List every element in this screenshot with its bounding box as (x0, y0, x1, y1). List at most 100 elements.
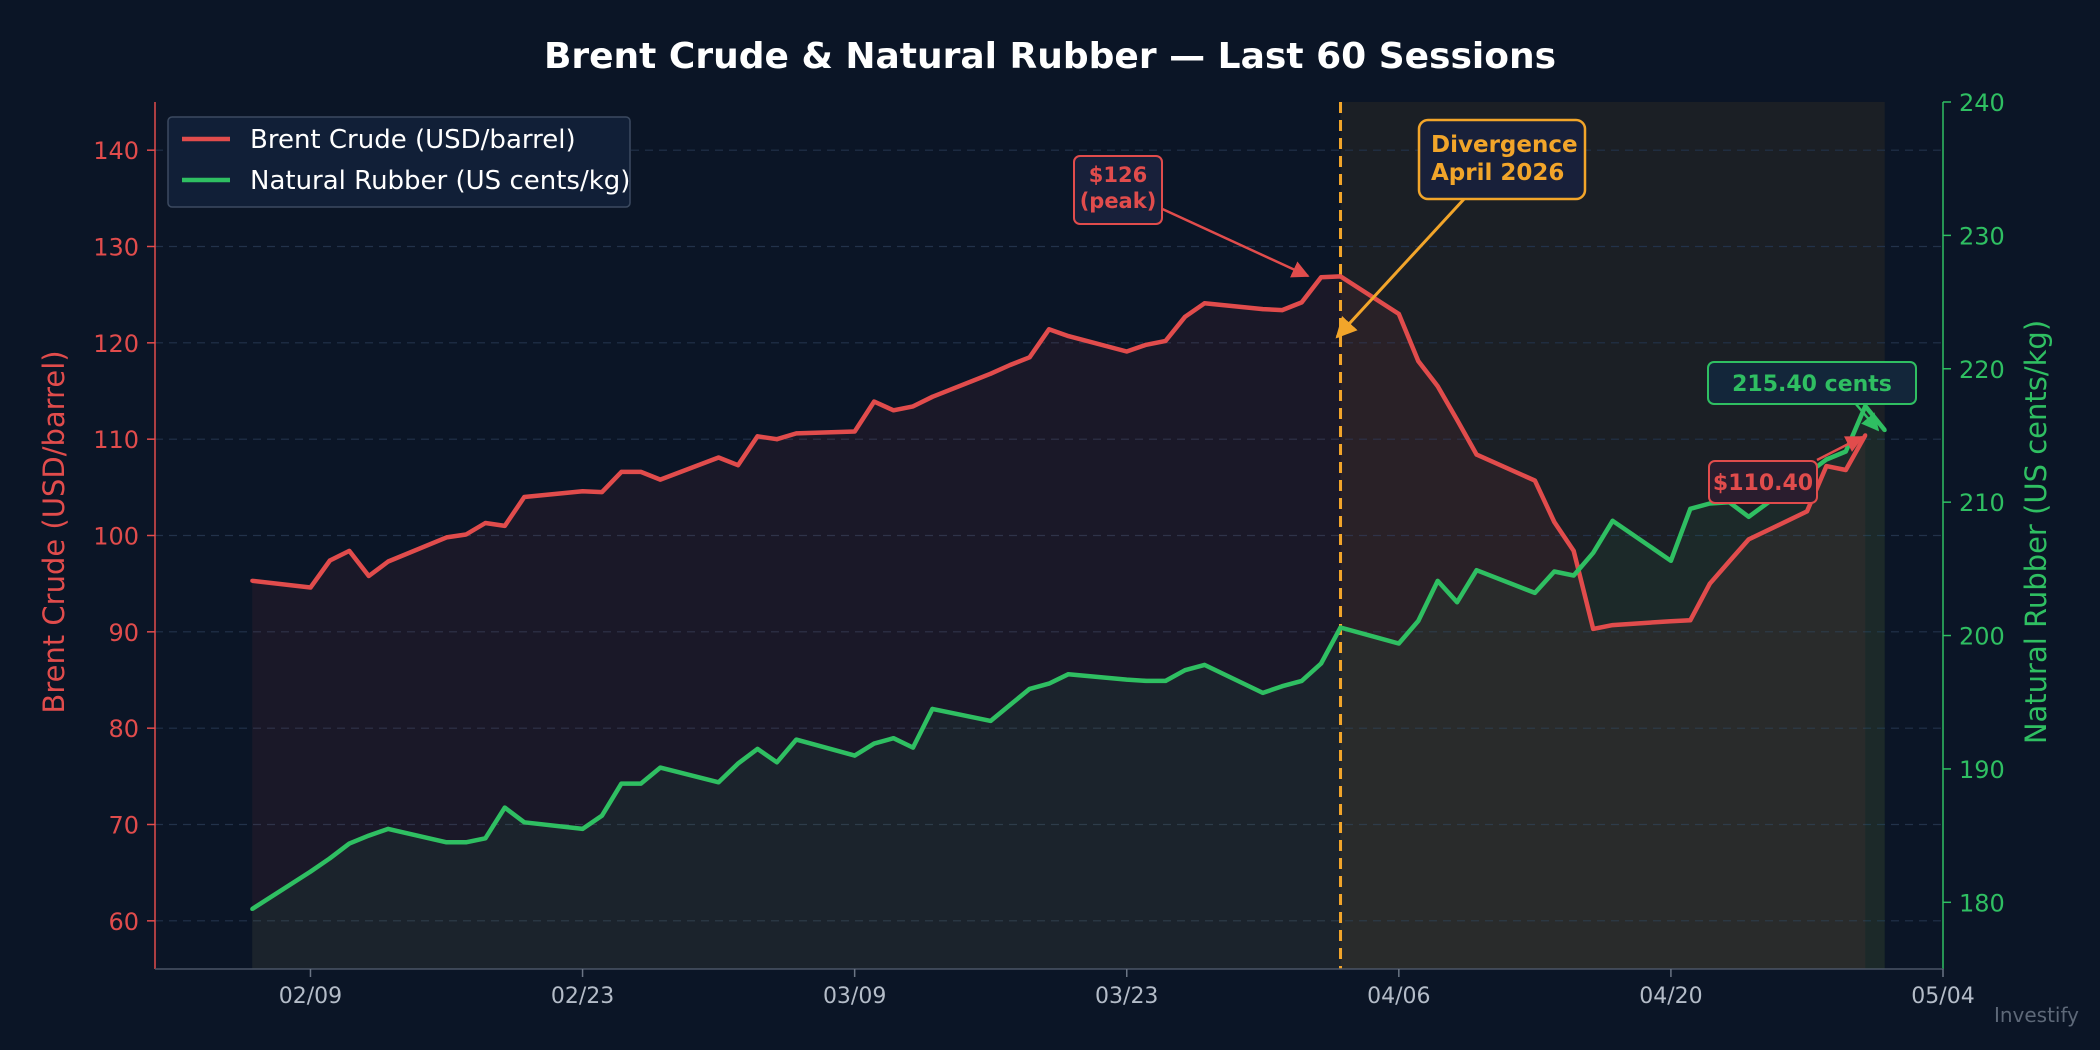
rubber-last-arrow (1854, 402, 1880, 432)
legend-label-brent: Brent Crude (USD/barrel) (250, 125, 576, 155)
rubber-point (327, 856, 332, 861)
divergence-annotation: Divergence April 2026 (1335, 118, 1587, 339)
x-tick-label: 02/23 (551, 984, 614, 1009)
rubber-point (1843, 449, 1848, 454)
rubber-point (1202, 662, 1207, 667)
brent-point (1552, 520, 1557, 524)
rubber-point (386, 826, 391, 831)
rubber-point (1299, 678, 1304, 683)
rubber-point (794, 737, 799, 742)
brent-point (1668, 619, 1673, 624)
rubber-point (444, 840, 449, 845)
right-axis-label: Natural Rubber (US cents/kg) (2019, 320, 2053, 744)
brent-point (1338, 274, 1343, 279)
right-tick-label: 210 (1959, 489, 2005, 517)
peak-label-box (1073, 155, 1163, 225)
brent-point (1183, 314, 1187, 319)
rubber-point (1591, 550, 1596, 555)
rubber-point (1066, 672, 1071, 677)
brent-point (794, 431, 799, 436)
legend: Brent Crude (USD/barrel) Natural Rubber … (167, 116, 631, 208)
brent-points (250, 274, 1868, 631)
rubber-point (1260, 690, 1265, 695)
chart-title: Brent Crude & Natural Rubber — Last 60 S… (544, 36, 1556, 77)
brent-point (600, 490, 604, 495)
rubber-last-annotation: 215.40 cents (1707, 361, 1917, 432)
rubber-point (522, 820, 527, 825)
rubber-area-fill (252, 406, 1885, 970)
brent-point (502, 523, 507, 528)
rubber-point (736, 761, 740, 766)
brent-point (580, 489, 585, 494)
brent-point (872, 399, 877, 404)
brent-point (1727, 559, 1732, 564)
rubber-last-label-box (1707, 361, 1917, 405)
brent-last-annotation: $110.40 (1708, 435, 1864, 504)
rubber-point (1882, 428, 1887, 433)
brent-point (1008, 363, 1013, 367)
brent-point (1066, 334, 1071, 339)
rubber-point (1163, 678, 1168, 683)
brent-point (1396, 311, 1401, 316)
brent-point (464, 532, 468, 537)
rubber-point (250, 907, 255, 911)
rubber-point (930, 706, 935, 711)
rubber-point (1863, 404, 1868, 409)
peak-annotation: $126 (peak) (1073, 155, 1310, 278)
rubber-point (1435, 578, 1440, 583)
rubber-point (347, 841, 352, 846)
rubber-point (1183, 668, 1187, 673)
rubber-point (1455, 600, 1460, 605)
right-y-ticks: 180 190 200 210 220 230 240 (1943, 89, 2005, 917)
rubber-point (1319, 661, 1324, 666)
legend-box (167, 116, 631, 208)
brent-point (619, 469, 624, 474)
peak-label-price: $126 (1089, 163, 1147, 187)
rubber-point (1668, 558, 1673, 563)
rubber-point (1416, 618, 1421, 623)
brent-point (1474, 452, 1479, 457)
rubber-point (716, 780, 721, 785)
rubber-last-label: 215.40 cents (1732, 372, 1892, 397)
rubber-point (619, 781, 624, 786)
brent-point (1299, 300, 1304, 305)
rubber-point (658, 765, 663, 770)
brent-point (638, 469, 643, 474)
rubber-point (774, 760, 779, 765)
brent-point (250, 578, 255, 583)
right-tick-label: 180 (1959, 889, 2005, 917)
brent-point (1435, 384, 1440, 389)
brent-area-fill (252, 276, 1866, 969)
brent-point (1144, 342, 1149, 347)
rubber-point (1552, 569, 1557, 574)
left-y-ticks: 60 70 80 90 100 110 120 130 140 (93, 137, 155, 936)
rubber-point (308, 869, 313, 874)
rubber-point (1338, 625, 1343, 630)
rubber-point (1532, 590, 1537, 595)
brent-point (1591, 626, 1596, 631)
rubber-point (366, 833, 371, 838)
rubber-point (580, 826, 585, 831)
rubber-point (988, 718, 993, 723)
rubber-point (600, 813, 604, 818)
divergence-label-line1: Divergence (1431, 132, 1578, 158)
right-tick-label: 190 (1959, 756, 2005, 784)
brent-point (658, 477, 663, 482)
rubber-point (1124, 677, 1129, 682)
brent-point (1746, 537, 1751, 542)
brent-point (1610, 623, 1615, 628)
rubber-point (852, 753, 857, 758)
x-tick-label: 03/23 (1095, 984, 1158, 1009)
watermark: Investify (1994, 1003, 2079, 1027)
left-tick-label: 60 (108, 908, 139, 936)
brent-point (1707, 581, 1712, 586)
brent-point (522, 495, 527, 499)
brent-point (911, 404, 915, 409)
brent-point (327, 558, 332, 563)
rubber-point (755, 746, 760, 751)
rubber-point (1571, 573, 1576, 578)
brent-point (1047, 327, 1051, 332)
brent-point (1416, 359, 1421, 364)
brent-point (1532, 478, 1537, 483)
brent-point (1027, 355, 1032, 360)
